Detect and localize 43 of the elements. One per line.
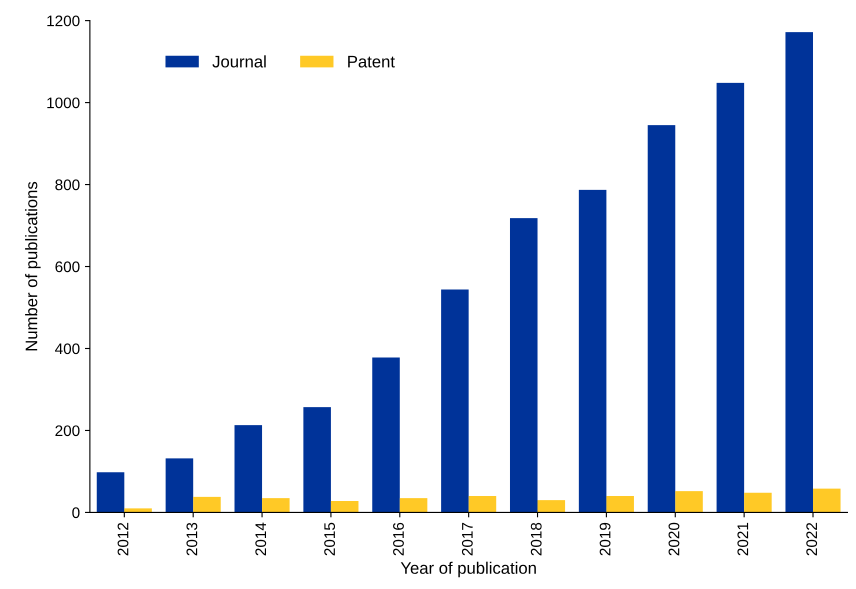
x-tick-label: 2020 (668, 522, 680, 556)
x-tick-label: 2022 (806, 522, 818, 556)
bar (166, 458, 194, 512)
x-tick-label: 2016 (393, 522, 404, 556)
y-tick-label: 600 (55, 261, 80, 272)
bar (468, 496, 496, 512)
bar (578, 190, 606, 512)
x-tick-label: 2015 (324, 522, 336, 556)
legend-label: Patent (348, 56, 395, 68)
bar (744, 492, 772, 512)
y-tick-label: 1000 (47, 97, 80, 108)
legend-label: Journal (212, 55, 266, 68)
bar (372, 358, 400, 512)
bar (441, 289, 469, 512)
bar (96, 472, 124, 512)
x-tick-label: 2018 (530, 522, 542, 556)
bar (813, 488, 841, 512)
bar (648, 125, 676, 512)
x-tick-label: 2013 (186, 522, 198, 556)
y-tick-label: 1200 (47, 15, 80, 26)
x-tick-label: 2014 (255, 522, 266, 556)
y-tick-label: 400 (55, 343, 80, 354)
x-tick-label: 2021 (737, 522, 748, 556)
x-tick-label: 2019 (600, 522, 610, 556)
x-tick-label: 2017 (462, 522, 473, 556)
bar (785, 32, 814, 512)
y-tick-label: 800 (55, 179, 80, 190)
bar (716, 82, 744, 512)
bar (510, 218, 538, 512)
x-tick-label: 2012 (118, 522, 128, 556)
bar (262, 498, 290, 512)
bar (193, 496, 221, 512)
y-axis-title: Number of publications (25, 182, 41, 350)
bar (606, 496, 634, 512)
bar (400, 498, 428, 512)
bar (675, 491, 703, 512)
bar (538, 500, 566, 512)
bar (330, 500, 358, 512)
bar (234, 425, 262, 512)
x-axis-title: Year of publication (400, 562, 536, 578)
y-tick-label: 200 (55, 425, 80, 436)
y-tick-label: 0 (72, 507, 80, 518)
bar (303, 407, 331, 512)
